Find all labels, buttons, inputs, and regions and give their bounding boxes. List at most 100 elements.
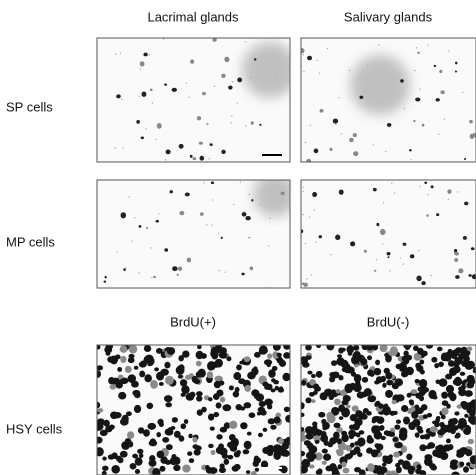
speckle	[268, 245, 269, 246]
cell	[337, 438, 342, 444]
speckle	[373, 144, 374, 145]
cell	[210, 143, 213, 146]
speckle	[121, 99, 122, 100]
cell	[207, 361, 216, 370]
cell	[190, 59, 194, 63]
cell	[337, 354, 342, 358]
speckle	[349, 70, 350, 71]
cell	[134, 405, 141, 413]
cell	[100, 430, 108, 436]
cell	[166, 150, 171, 155]
cell	[446, 439, 451, 444]
cell	[420, 370, 425, 375]
speckle	[115, 54, 116, 55]
cell	[421, 281, 425, 285]
cell	[172, 266, 177, 271]
cell	[375, 360, 380, 366]
speckle	[416, 47, 417, 48]
speckle	[316, 60, 317, 61]
cell	[431, 185, 434, 188]
cell	[329, 437, 336, 444]
cell	[434, 65, 437, 67]
cell	[453, 377, 462, 386]
cell	[384, 353, 389, 357]
cell	[237, 77, 242, 82]
cell	[421, 351, 427, 357]
cell	[339, 189, 344, 194]
cell	[353, 151, 358, 156]
cell	[188, 434, 192, 439]
cell	[144, 374, 152, 382]
cell	[240, 422, 247, 429]
cell	[259, 347, 268, 354]
speckle	[391, 183, 392, 184]
cell	[274, 416, 281, 423]
cell	[427, 442, 435, 449]
cell	[380, 345, 388, 352]
cell	[392, 383, 399, 389]
speckle	[249, 194, 250, 195]
cell	[366, 411, 371, 416]
cell	[160, 456, 167, 463]
cell	[193, 157, 197, 160]
cell	[211, 182, 214, 185]
cell	[108, 454, 115, 459]
cell	[420, 435, 425, 440]
cell	[160, 466, 166, 472]
cell	[145, 355, 154, 363]
cell	[254, 456, 259, 461]
cell	[187, 258, 191, 263]
cell	[380, 229, 386, 235]
cell	[445, 374, 452, 380]
cell	[441, 407, 448, 415]
cell	[141, 136, 144, 139]
cell	[172, 417, 178, 423]
cell	[461, 385, 466, 390]
cell	[338, 404, 345, 412]
cell	[315, 440, 320, 444]
cell	[425, 458, 431, 463]
cell	[176, 365, 185, 374]
cell	[413, 120, 415, 122]
cell	[471, 247, 475, 250]
cell	[437, 429, 445, 435]
speckle	[206, 224, 207, 225]
cell	[458, 268, 463, 273]
cell	[139, 371, 145, 378]
cell	[386, 380, 393, 386]
cell	[416, 276, 421, 282]
cell	[406, 454, 412, 461]
cell	[156, 372, 164, 381]
cell	[436, 379, 441, 384]
cell	[299, 48, 305, 53]
speckle	[418, 250, 419, 251]
cell	[427, 413, 432, 418]
cell	[250, 266, 254, 270]
cell	[419, 360, 424, 365]
stain-haze	[350, 55, 410, 115]
cell	[303, 283, 308, 287]
cell	[185, 375, 191, 380]
cell	[424, 182, 427, 184]
cell	[468, 439, 474, 444]
cell	[455, 62, 457, 65]
cell	[464, 414, 468, 418]
cell	[458, 389, 467, 396]
cell	[171, 454, 176, 459]
cell	[197, 116, 201, 120]
cell	[244, 441, 252, 449]
cell	[320, 392, 328, 400]
speckle	[134, 217, 135, 218]
cell	[279, 360, 286, 367]
cell	[454, 258, 458, 262]
cell	[130, 463, 137, 470]
cell	[132, 454, 138, 459]
cell	[387, 252, 391, 255]
speckle	[382, 243, 383, 244]
cell	[344, 383, 353, 393]
cell	[418, 429, 424, 434]
speckle	[131, 241, 132, 242]
cell	[195, 445, 202, 450]
cell	[128, 354, 134, 359]
cell	[327, 414, 336, 423]
